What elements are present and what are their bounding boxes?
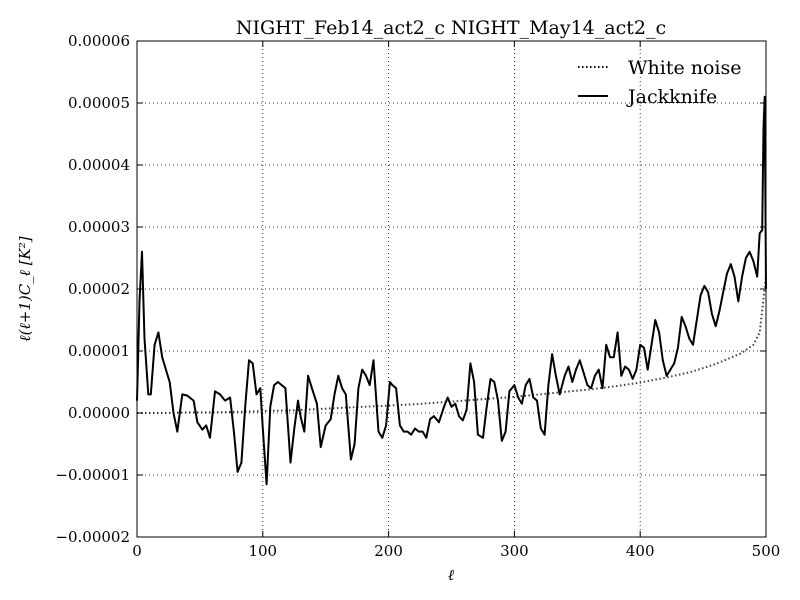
x-tick-label: 200 bbox=[374, 542, 403, 560]
x-tick-label: 100 bbox=[248, 542, 277, 560]
series-layer bbox=[136, 95, 767, 486]
x-tick-label: 300 bbox=[500, 542, 529, 560]
x-tick-label: 0 bbox=[132, 542, 142, 560]
y-tick-label: −0.00002 bbox=[55, 528, 130, 546]
y-tick-label: −0.00001 bbox=[55, 466, 130, 484]
y-tick-label: 0.00005 bbox=[68, 94, 130, 112]
chart-title: NIGHT_Feb14_act2_c NIGHT_May14_act2_c bbox=[236, 17, 666, 39]
x-tick-label: 400 bbox=[626, 542, 655, 560]
legend: White noise Jackknife bbox=[578, 57, 742, 108]
y-tick-label: 0.00004 bbox=[68, 156, 130, 174]
x-tick-label: 500 bbox=[752, 542, 781, 560]
y-tick-label: 0.00003 bbox=[68, 218, 130, 236]
series-white-noise-line bbox=[137, 276, 767, 414]
plot-frame bbox=[136, 40, 767, 538]
legend-jackknife-label: Jackknife bbox=[626, 86, 717, 108]
grid bbox=[137, 41, 766, 537]
series-jackknife-line bbox=[136, 95, 767, 486]
y-tick-label: 0.00002 bbox=[68, 280, 130, 298]
legend-white-noise-label: White noise bbox=[628, 57, 742, 79]
y-tick-label: 0.00006 bbox=[68, 32, 130, 50]
y-tick-label: 0.00001 bbox=[68, 342, 130, 360]
ticks: 0 100 200 300 400 500 −0.00002 −0.00001 0.00000 0… bbox=[55, 32, 780, 560]
y-tick-label: 0.00000 bbox=[68, 404, 130, 422]
x-axis-label: ℓ bbox=[448, 566, 454, 584]
y-axis-label: ℓ(ℓ+1)C_ℓ [K²] bbox=[16, 236, 34, 341]
